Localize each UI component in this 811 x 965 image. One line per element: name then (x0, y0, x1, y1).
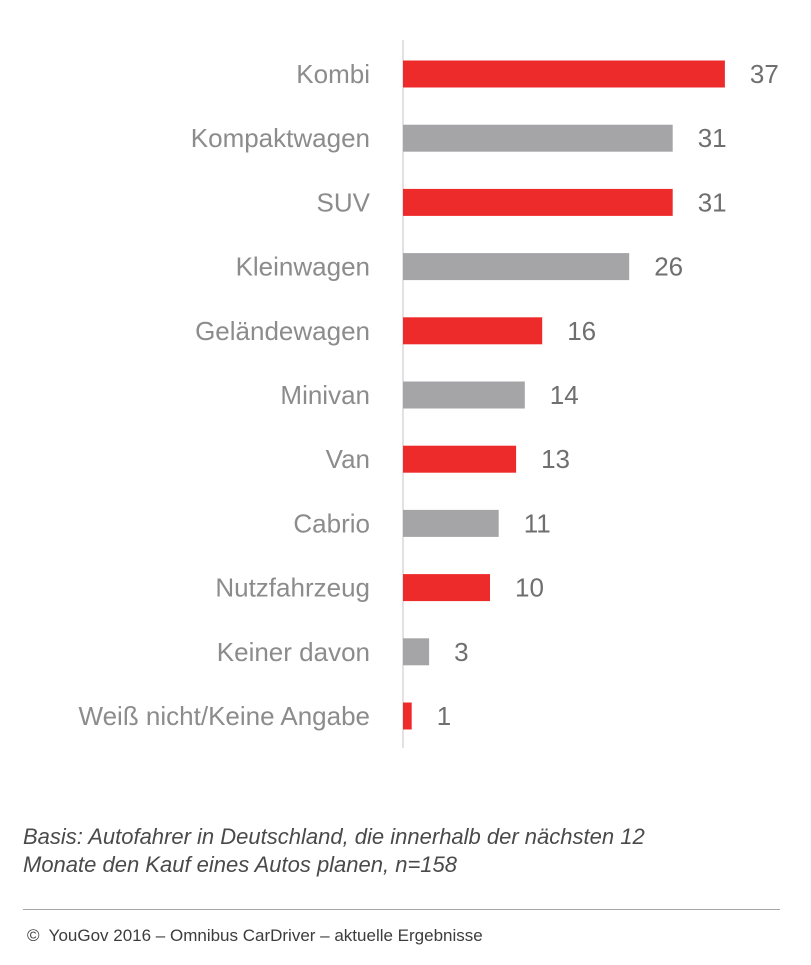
category-label: Geländewagen (195, 316, 370, 346)
data-label: 3 (454, 637, 468, 667)
category-label: Keiner davon (217, 637, 370, 667)
basis-note-line-1: Basis: Autofahrer in Deutschland, die in… (23, 824, 645, 849)
data-label: 26 (654, 252, 683, 282)
bar (403, 445, 517, 473)
category-label: Minivan (280, 380, 370, 410)
category-label: Nutzfahrzeug (215, 573, 370, 603)
bar (403, 509, 499, 537)
data-label: 31 (698, 123, 727, 153)
bar (403, 381, 525, 409)
category-label: Van (326, 444, 370, 474)
data-label: 31 (698, 187, 727, 217)
bar (403, 253, 630, 281)
data-label: 1 (437, 701, 451, 731)
bar (403, 317, 543, 345)
data-label: 10 (515, 573, 544, 603)
data-label: 14 (550, 380, 579, 410)
category-label: Kombi (296, 59, 370, 89)
data-label: 37 (750, 59, 779, 89)
basis-note-line-2: Monate den Kauf eines Autos planen, n=15… (23, 852, 458, 877)
source-text: YouGov 2016 – Omnibus CarDriver – aktuel… (48, 926, 483, 945)
bar (403, 188, 673, 216)
copyright-icon: © (27, 926, 40, 945)
data-label: 16 (567, 316, 596, 346)
bar (403, 702, 412, 730)
data-label: 13 (541, 444, 570, 474)
category-label: Kompaktwagen (191, 123, 370, 153)
basis-note: Basis: Autofahrer in Deutschland, die in… (23, 823, 793, 879)
category-label: Kleinwagen (236, 252, 370, 282)
bar (403, 60, 725, 88)
footer-divider (23, 909, 780, 910)
data-label: 11 (524, 508, 551, 538)
category-label: Weiß nicht/Keine Angabe (79, 701, 370, 731)
bar (403, 638, 430, 666)
category-label: Cabrio (293, 508, 370, 538)
category-label: SUV (317, 187, 371, 217)
bar (403, 124, 673, 152)
bar (403, 574, 490, 602)
source-footer: © YouGov 2016 – Omnibus CarDriver – aktu… (27, 926, 483, 946)
